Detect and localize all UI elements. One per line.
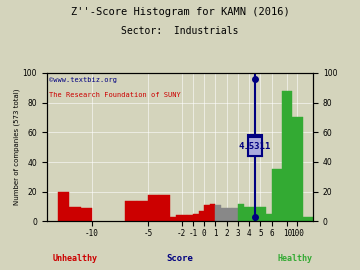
- Text: ©www.textbiz.org: ©www.textbiz.org: [49, 77, 117, 83]
- Bar: [126, 201, 137, 221]
- Text: Healthy: Healthy: [278, 254, 313, 263]
- Bar: [260, 207, 266, 221]
- Text: The Research Foundation of SUNY: The Research Foundation of SUNY: [49, 92, 181, 98]
- Bar: [182, 215, 187, 221]
- Y-axis label: Number of companies (573 total): Number of companies (573 total): [13, 89, 20, 205]
- Bar: [302, 217, 312, 221]
- Bar: [58, 192, 69, 221]
- Bar: [255, 207, 260, 221]
- Bar: [176, 215, 182, 221]
- Bar: [292, 117, 302, 221]
- Bar: [272, 170, 282, 221]
- Text: Score: Score: [167, 254, 193, 263]
- Bar: [69, 207, 81, 221]
- Bar: [210, 204, 215, 221]
- Bar: [81, 208, 92, 221]
- Bar: [199, 211, 204, 221]
- Bar: [187, 215, 193, 221]
- Bar: [249, 207, 255, 221]
- Bar: [243, 207, 249, 221]
- Bar: [266, 214, 271, 221]
- Bar: [148, 195, 159, 221]
- Bar: [232, 208, 238, 221]
- Bar: [215, 205, 221, 221]
- Text: Z''-Score Histogram for KAMN (2016): Z''-Score Histogram for KAMN (2016): [71, 7, 289, 17]
- Bar: [227, 208, 232, 221]
- Text: Sector:  Industrials: Sector: Industrials: [121, 26, 239, 36]
- Bar: [221, 208, 227, 221]
- Bar: [159, 195, 170, 221]
- Text: Unhealthy: Unhealthy: [53, 254, 98, 263]
- Bar: [238, 204, 243, 221]
- FancyBboxPatch shape: [248, 137, 262, 156]
- Bar: [137, 201, 148, 221]
- Text: 4.5311: 4.5311: [239, 142, 271, 151]
- Bar: [204, 205, 210, 221]
- Bar: [282, 91, 292, 221]
- Bar: [170, 217, 176, 221]
- Bar: [193, 214, 199, 221]
